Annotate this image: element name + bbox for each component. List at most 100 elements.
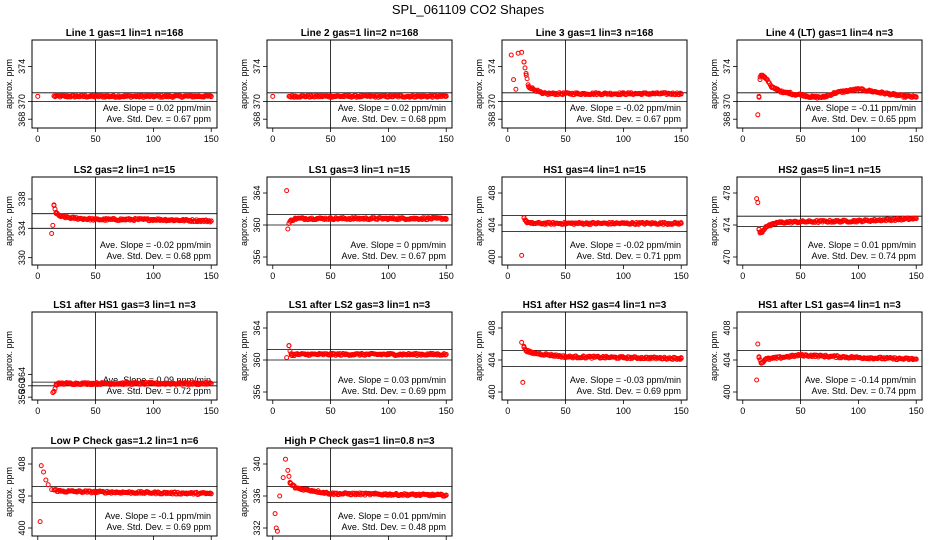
data-points <box>50 379 214 396</box>
x-tick-label: 0 <box>740 406 745 416</box>
plot-frame <box>736 39 923 129</box>
plot-frame <box>31 447 218 537</box>
plot-frame <box>266 447 453 537</box>
data-point <box>207 380 213 386</box>
y-axis-label: approx. ppm <box>709 59 719 109</box>
data-point <box>519 49 525 55</box>
y-tick-label: 400 <box>722 384 732 399</box>
data-point <box>756 93 762 99</box>
chart-title: HS1 after HS2 gas=4 lin=1 n=3 <box>523 300 667 311</box>
plot-frame <box>31 176 218 266</box>
x-tick-label: 50 <box>326 134 336 144</box>
chart-panel-11: HS1 after HS2 gas=4 lin=1 n=3 0 50 100 150 40… <box>474 300 689 416</box>
y-tick-label: 400 <box>487 249 497 264</box>
x-tick-label: 100 <box>146 134 161 144</box>
data-point <box>440 352 446 358</box>
y-tick-label: 360 <box>17 378 27 393</box>
data-point <box>37 519 43 525</box>
data-point <box>646 91 652 97</box>
y-tick-label: 368 <box>487 112 497 127</box>
plot-frame <box>501 39 688 129</box>
annotation-text: Ave. Slope = 0 ppm/min <box>350 240 446 250</box>
chart-title: Line 2 gas=1 lin=2 n=168 <box>301 28 419 39</box>
data-points <box>519 215 684 258</box>
data-points <box>755 72 919 118</box>
chart-panel-7: HS1 gas=4 lin=1 n=15 0 50 100 150 400 404 408ap… <box>474 165 689 281</box>
chart-panel-8: HS2 gas=5 lin=1 n=15 0 50 100 150 470 474 478ap… <box>709 165 924 281</box>
x-tick-label: 150 <box>674 406 689 416</box>
y-axis-label: approx. ppm <box>709 331 719 381</box>
y-tick-label: 332 <box>252 520 262 535</box>
y-tick-label: 370 <box>17 94 27 109</box>
x-tick-label: 0 <box>35 134 40 144</box>
data-point <box>208 94 214 100</box>
y-tick-label: 374 <box>722 59 732 74</box>
y-axis-label: approx. ppm <box>474 59 484 109</box>
y-tick-label: 360 <box>252 217 262 232</box>
data-point <box>519 339 525 345</box>
x-tick-label: 150 <box>909 406 924 416</box>
y-axis-label: approx. ppm <box>239 467 249 517</box>
x-tick-label: 50 <box>326 406 336 416</box>
data-point <box>913 215 919 221</box>
chart-panel-4: Line 4 (LT) gas=1 lin=4 n=3 0 50 100 150 368 3… <box>709 28 924 144</box>
data-point <box>841 354 847 360</box>
y-axis-label: approx. ppm <box>4 59 14 109</box>
x-tick-label: 150 <box>204 406 219 416</box>
x-tick-label: 150 <box>439 271 454 281</box>
data-point <box>511 77 517 83</box>
plot-frame <box>31 39 218 129</box>
data-point <box>272 511 278 517</box>
data-point <box>755 112 761 118</box>
data-points <box>35 92 214 100</box>
y-axis-label: approx. ppm <box>239 59 249 109</box>
y-tick-label: 356 <box>252 249 262 264</box>
y-axis-label: approx. ppm <box>474 331 484 381</box>
annotation-text: Ave. Slope = 0.01 ppm/min <box>808 240 916 250</box>
x-tick-label: 0 <box>270 134 275 144</box>
data-point <box>121 94 127 100</box>
data-point <box>50 390 56 396</box>
y-tick-label: 368 <box>252 112 262 127</box>
data-points <box>284 343 449 361</box>
data-point <box>45 482 51 488</box>
data-point <box>525 82 531 88</box>
y-tick-label: 374 <box>487 59 497 74</box>
data-point <box>754 196 760 202</box>
annotation-text: Ave. Std. Dev. = 0.74 ppm <box>812 251 916 261</box>
data-point <box>64 94 70 100</box>
y-tick-label: 356 <box>17 390 27 405</box>
y-tick-label: 338 <box>17 191 27 206</box>
annotation-text: Ave. Std. Dev. = 0.71 ppm <box>577 251 681 261</box>
x-tick-label: 0 <box>505 406 510 416</box>
chart-title: LS1 after HS1 gas=3 lin=1 n=3 <box>53 300 196 311</box>
data-point <box>150 218 156 224</box>
y-tick-label: 360 <box>252 352 262 367</box>
plot-frame <box>501 176 688 266</box>
chart-panel-1: Line 1 gas=1 lin=1 n=168 0 50 100 150 368 370 3… <box>4 28 219 144</box>
y-axis-label: approx. ppm <box>4 331 14 381</box>
annotation-text: Ave. Std. Dev. = 0.72 ppm <box>107 386 211 396</box>
data-point <box>675 220 681 226</box>
x-tick-label: 50 <box>796 271 806 281</box>
data-point <box>274 528 280 534</box>
data-points <box>272 456 449 534</box>
data-point <box>208 491 214 497</box>
chart-title: Line 4 (LT) gas=1 lin=4 n=3 <box>766 28 894 39</box>
chart-title: LS1 gas=3 lin=1 n=15 <box>309 165 411 176</box>
y-axis-label: approx. ppm <box>709 196 719 246</box>
data-points <box>754 341 919 383</box>
x-tick-label: 50 <box>91 134 101 144</box>
y-tick-label: 368 <box>17 112 27 127</box>
x-tick-label: 50 <box>91 406 101 416</box>
x-tick-label: 100 <box>146 406 161 416</box>
data-point <box>284 355 290 361</box>
y-tick-label: 400 <box>17 520 27 535</box>
x-tick-label: 50 <box>561 271 571 281</box>
data-point <box>519 252 525 258</box>
data-point <box>524 76 530 82</box>
y-tick-label: 478 <box>722 185 732 200</box>
data-point <box>852 219 858 225</box>
y-tick-label: 356 <box>252 384 262 399</box>
